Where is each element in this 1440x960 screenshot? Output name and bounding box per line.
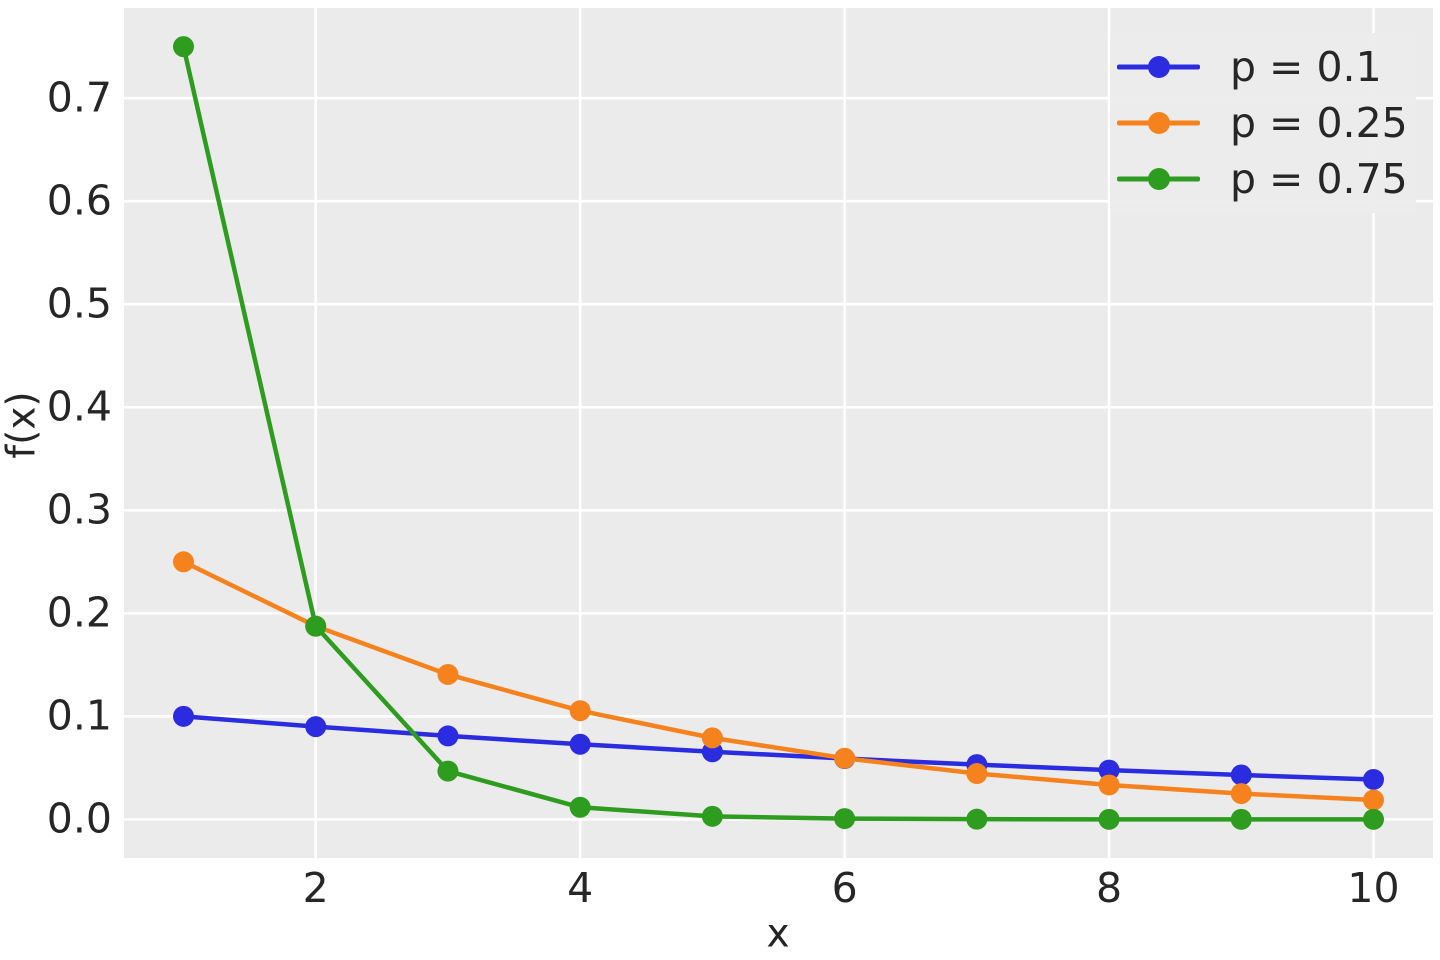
x-axis-tick-label: 6 <box>831 864 858 912</box>
data-point <box>1098 759 1120 781</box>
x-axis-tick-label: 2 <box>302 864 329 912</box>
data-point <box>1363 808 1384 830</box>
x-axis-tick-label: 4 <box>567 864 594 912</box>
series-line-0 <box>181 714 1376 782</box>
legend-entry: p = 0.25 <box>1110 95 1416 151</box>
data-point <box>569 700 591 722</box>
legend-swatch <box>1117 168 1200 190</box>
series-line-2 <box>181 44 1376 822</box>
y-axis-tick-label: 0.0 <box>46 794 112 843</box>
series-2 <box>173 36 1384 830</box>
x-axis-tick-label: 10 <box>1347 864 1400 912</box>
grid <box>124 8 1433 858</box>
legend-swatch <box>1117 56 1200 78</box>
data-point <box>1230 783 1252 805</box>
y-axis-tick-label: 0.5 <box>46 279 112 328</box>
legend-label: p = 0.1 <box>1230 42 1382 91</box>
data-point <box>834 808 856 830</box>
series-line-1 <box>181 559 1376 803</box>
data-point <box>1363 789 1384 811</box>
legend-swatch <box>1117 112 1200 134</box>
legend-entry: p = 0.75 <box>1110 151 1416 207</box>
data-point <box>437 663 459 685</box>
y-axis-tick-label: 0.3 <box>46 485 112 534</box>
data-point <box>834 747 856 769</box>
data-point <box>437 725 459 747</box>
x-axis-label: x <box>766 911 790 957</box>
y-axis-tick-label: 0.1 <box>46 691 112 740</box>
data-point <box>1230 808 1252 830</box>
data-point <box>437 760 459 782</box>
data-point <box>569 796 591 818</box>
legend-label: p = 0.75 <box>1230 154 1408 203</box>
data-point <box>966 763 988 785</box>
data-point <box>1098 774 1120 796</box>
legend: p = 0.1 p = 0.25 p = 0.75 <box>1110 33 1416 213</box>
data-point <box>701 805 723 827</box>
data-point <box>966 808 988 830</box>
data-point <box>173 551 194 573</box>
data-point <box>1230 764 1252 786</box>
y-axis-tick-label: 0.6 <box>46 176 112 225</box>
data-point <box>569 733 591 755</box>
legend-marker-icon <box>1147 112 1170 134</box>
data-point <box>1098 808 1120 830</box>
y-axis-tick-label: 0.2 <box>46 588 112 637</box>
y-axis-label: f(x) <box>0 391 45 459</box>
legend-entry: p = 0.1 <box>1110 39 1416 95</box>
legend-marker-icon <box>1147 56 1170 78</box>
data-point <box>173 36 194 58</box>
y-axis-tick-label: 0.7 <box>46 73 112 122</box>
y-axis-tick-label: 0.4 <box>46 382 112 431</box>
x-axis-tick-label: 8 <box>1096 864 1123 912</box>
data-point <box>173 705 194 727</box>
data-point <box>305 716 327 738</box>
data-point <box>1363 768 1384 790</box>
data-point <box>701 727 723 749</box>
legend-label: p = 0.25 <box>1230 98 1408 147</box>
legend-marker-icon <box>1147 168 1170 190</box>
data-point <box>305 615 327 637</box>
